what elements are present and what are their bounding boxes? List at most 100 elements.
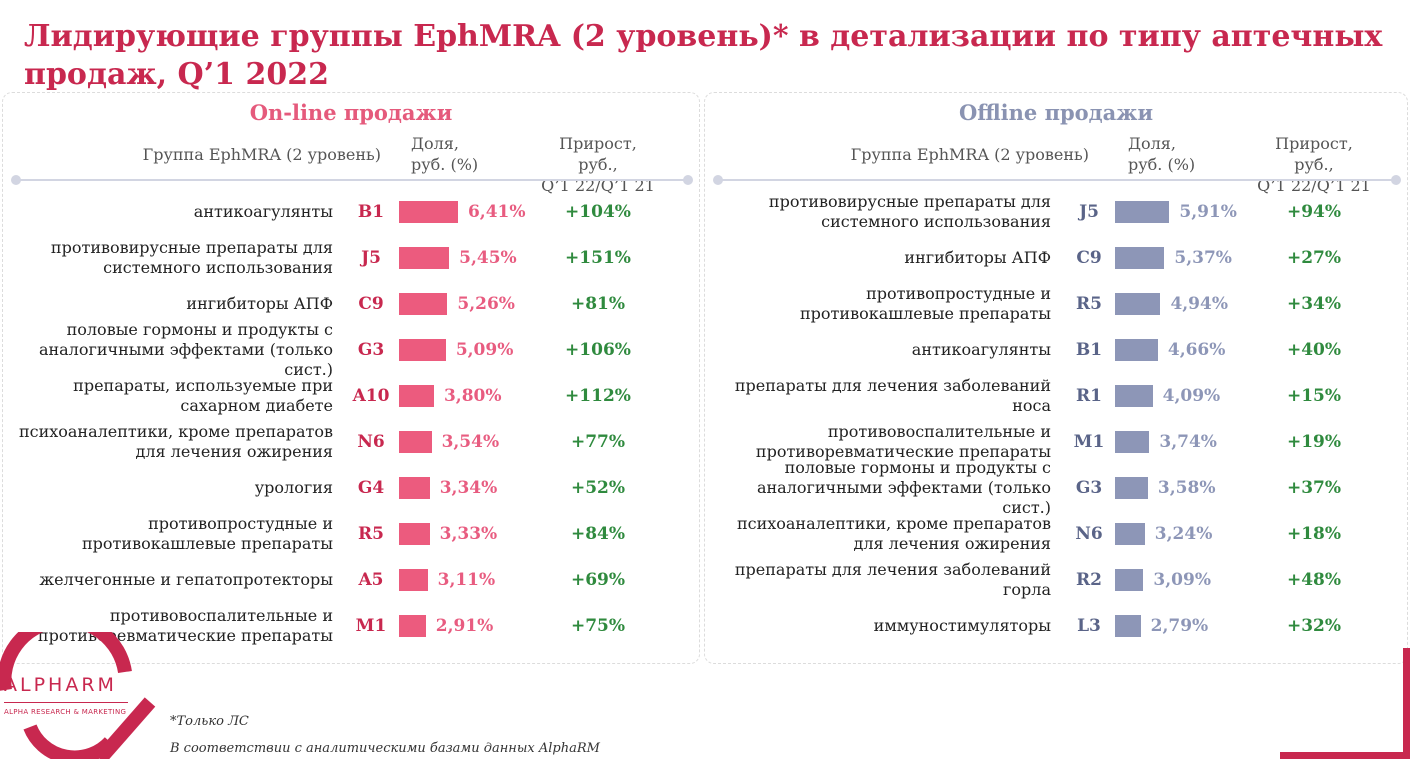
group-code: C9	[1076, 248, 1102, 268]
share-bar	[399, 431, 432, 453]
share-value-label: 3,24%	[1154, 524, 1213, 544]
page-title: Лидирующие группы EphMRA (2 уровень)* в …	[24, 19, 1383, 92]
logo-subtitle: ALPHA RESEARCH & MARKETING	[4, 708, 127, 716]
share-bar	[399, 247, 450, 269]
group-code: L3	[1077, 616, 1101, 636]
share-bar	[399, 615, 426, 637]
group-code: M1	[355, 616, 387, 636]
table-row: урология G4 3,34% +52%	[3, 465, 699, 511]
group-code: R2	[1076, 570, 1102, 590]
logo-divider	[4, 702, 128, 703]
footnote-source: В соответствии с аналитическими базами д…	[170, 741, 600, 756]
share-bar	[1115, 247, 1165, 269]
group-name: противовирусные препараты для системного…	[768, 192, 1051, 231]
group-name: психоаналептики, кроме препаратов для ле…	[736, 514, 1051, 553]
share-value-label: 4,66%	[1167, 340, 1226, 360]
group-code: N6	[357, 432, 385, 452]
group-code: B1	[357, 202, 385, 222]
table-row: противопростудные и противокашлевые преп…	[3, 511, 699, 557]
share-value-label: 3,34%	[439, 478, 498, 498]
offline-sales-panel: Offline продажи Группа EphMRA (2 уровень…	[704, 92, 1408, 664]
share-header-line1: Доля,	[411, 134, 459, 153]
share-value-label: 5,91%	[1179, 202, 1237, 222]
share-value-label: 4,94%	[1170, 294, 1228, 314]
share-value-label: 5,26%	[457, 294, 515, 314]
group-code: G3	[1075, 478, 1103, 498]
table-row: противовирусные препараты для системного…	[705, 189, 1407, 235]
table-row: половые гормоны и продукты с аналогичным…	[3, 320, 699, 379]
share-value-label: 3,11%	[437, 570, 496, 590]
group-name: ингибиторы АПФ	[904, 248, 1051, 267]
group-code: B1	[1075, 340, 1103, 360]
share-bar	[1115, 201, 1170, 223]
group-name: препараты, используемые при сахарном диа…	[73, 376, 333, 415]
table-row: антикоагулянты B1 4,66% +40%	[705, 327, 1407, 373]
table-row: антикоагулянты B1 6,41% +104%	[3, 189, 699, 235]
group-code: J5	[361, 248, 381, 268]
group-name: препараты для лечения заболеваний горла	[734, 560, 1051, 599]
share-value-label: 3,09%	[1153, 570, 1211, 590]
growth-column-header: Прирост, руб., Q’1 22/Q’1 21	[538, 133, 658, 196]
share-column-header: Доля, руб. (%)	[1128, 133, 1195, 175]
table-row: противовирусные препараты для системного…	[3, 235, 699, 281]
group-name: противопростудные и противокашлевые преп…	[800, 284, 1051, 323]
growth-value: +15%	[1286, 386, 1342, 406]
share-value-label: 5,37%	[1174, 248, 1232, 268]
table-row: психоаналептики, кроме препаратов для ле…	[3, 419, 699, 465]
share-value-label: 3,74%	[1159, 432, 1217, 452]
share-bar	[1115, 293, 1161, 315]
alpharm-logo-mark	[0, 632, 156, 759]
table-row: ингибиторы АПФ C9 5,37% +27%	[705, 235, 1407, 281]
group-name: противовирусные препараты для системного…	[50, 238, 333, 277]
growth-value: +19%	[1286, 432, 1342, 452]
corner-decoration	[1280, 648, 1410, 759]
group-name: психоаналептики, кроме препаратов для ле…	[18, 422, 333, 461]
group-code: A10	[352, 386, 390, 406]
growth-header-line1: Прирост, руб.,	[1275, 134, 1353, 174]
growth-value: +151%	[565, 248, 631, 268]
growth-value: +104%	[565, 202, 631, 222]
table-row: противовоспалительные и противоревматиче…	[3, 603, 699, 649]
group-code: C9	[358, 294, 384, 314]
header-divider	[713, 175, 1401, 185]
share-value-label: 2,91%	[435, 616, 494, 636]
group-code: R5	[358, 524, 384, 544]
share-bar	[1115, 477, 1148, 499]
share-header-line1: Доля,	[1128, 134, 1176, 153]
offline-column-headers: Группа EphMRA (2 уровень) Доля, руб. (%)…	[705, 133, 1407, 195]
group-code: M1	[1073, 432, 1105, 452]
share-bar	[399, 477, 430, 499]
group-name: урология	[254, 478, 333, 497]
offline-panel-title: Offline продажи	[958, 100, 1154, 125]
group-name: иммуностимуляторы	[873, 616, 1051, 635]
table-row: препараты, используемые при сахарном диа…	[3, 373, 699, 419]
growth-value: +18%	[1286, 524, 1342, 544]
share-value-label: 3,58%	[1157, 478, 1216, 498]
group-column-header: Группа EphMRA (2 уровень)	[850, 145, 1089, 164]
share-header-line2: руб. (%)	[411, 155, 479, 174]
share-bar	[1115, 339, 1158, 361]
group-code: A5	[358, 570, 384, 590]
share-bar	[399, 385, 434, 407]
table-row: противовоспалительные и противоревматиче…	[705, 419, 1407, 465]
share-bar	[1115, 615, 1141, 637]
footnote-drugs-only: *Только ЛС	[170, 714, 249, 729]
growth-value: +112%	[565, 386, 631, 406]
group-name: ингибиторы АПФ	[186, 294, 333, 313]
table-row: желчегонные и гепатопротекторы A5 3,11% +69…	[3, 557, 699, 603]
share-bar	[1115, 385, 1153, 407]
share-bar	[399, 523, 430, 545]
growth-column-header: Прирост, руб., Q’1 22/Q’1 21	[1254, 133, 1374, 196]
online-column-headers: Группа EphMRA (2 уровень) Доля, руб. (%)…	[3, 133, 699, 195]
share-value-label: 3,54%	[441, 432, 500, 452]
logo-wordmark: ALPHARM	[4, 674, 117, 696]
growth-value: +37%	[1286, 478, 1342, 498]
growth-value: +84%	[570, 524, 626, 544]
group-code: G3	[357, 340, 385, 360]
share-value-label: 4,09%	[1162, 386, 1221, 406]
table-row: половые гормоны и продукты с аналогичным…	[705, 458, 1407, 517]
share-bar	[1115, 431, 1150, 453]
group-name: желчегонные и гепатопротекторы	[39, 570, 333, 589]
group-name: антикоагулянты	[193, 202, 333, 221]
share-value-label: 5,09%	[455, 340, 514, 360]
